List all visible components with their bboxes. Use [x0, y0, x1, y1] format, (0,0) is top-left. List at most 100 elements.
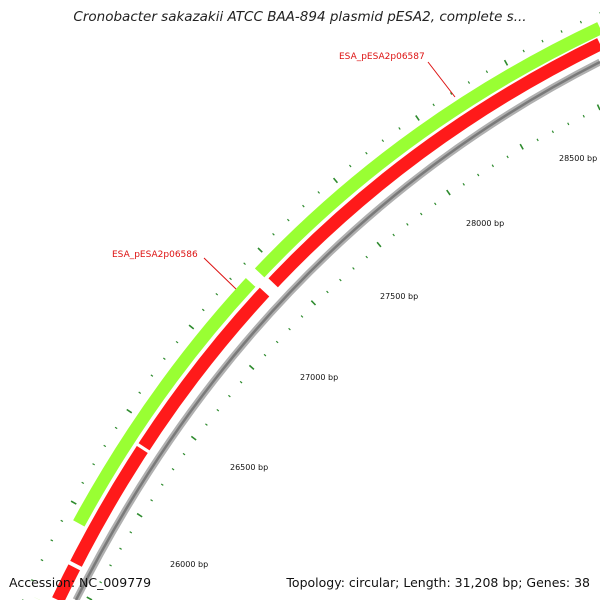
minor-tick — [171, 468, 175, 471]
outer-minor-tick — [467, 81, 471, 84]
minor-tick — [551, 130, 554, 134]
minor-tick — [352, 267, 355, 270]
outer-minor-tick — [522, 49, 525, 53]
backbone-inner — [74, 60, 600, 600]
minor-tick — [300, 315, 304, 318]
outer-minor-tick — [31, 579, 34, 582]
minor-tick — [119, 547, 122, 550]
minor-tick — [160, 483, 164, 486]
gene-label-leader-06587 — [427, 61, 456, 98]
map-title: Cronobacter sakazakii ATCC BAA-894 plasm… — [73, 9, 527, 25]
major-tick — [190, 435, 197, 441]
outer-minor-tick — [286, 218, 290, 222]
outer-minor-tick — [398, 127, 401, 130]
minor-tick — [109, 564, 112, 567]
outer-minor-tick — [114, 426, 118, 430]
accession-text: Accession: NC_009779 — [9, 575, 152, 590]
gene-label-leader-06586 — [203, 257, 237, 290]
topology-summary: Topology: circular; Length: 31,208 bp; G… — [286, 575, 590, 590]
forward-gene-block[interactable] — [34, 22, 600, 600]
outer-minor-tick — [229, 277, 232, 281]
outer-minor-tick — [432, 103, 435, 107]
reverse-gene-gap-2 — [51, 37, 600, 600]
minor-tick — [326, 290, 329, 294]
outer-major-tick — [70, 500, 77, 505]
minor-tick — [536, 138, 539, 142]
outer-minor-tick — [81, 481, 85, 484]
outer-minor-tick — [50, 539, 54, 542]
minor-tick — [477, 173, 480, 177]
tick-label-26500: 26500 bp — [230, 463, 268, 472]
tick-label-28500: 28500 bp — [559, 154, 597, 163]
outer-minor-tick — [381, 139, 385, 143]
outer-minor-tick — [201, 308, 205, 312]
outer-major-tick — [332, 177, 339, 184]
minor-tick — [462, 182, 465, 186]
minor-tick — [434, 202, 437, 206]
minor-tick — [216, 408, 220, 412]
outer-minor-tick — [92, 463, 95, 466]
outer-minor-tick — [138, 391, 142, 394]
minor-tick — [406, 223, 409, 226]
minor-tick — [228, 394, 231, 398]
minor-tick — [567, 122, 570, 126]
major-tick — [136, 512, 143, 518]
minor-tick — [365, 255, 368, 259]
minor-tick — [582, 114, 585, 118]
gene-label-06587[interactable]: ESA_pESA2p06587 — [339, 52, 425, 62]
backbone-outer — [72, 58, 600, 600]
minor-tick — [263, 353, 267, 357]
minor-tick — [506, 155, 509, 159]
minor-tick — [420, 212, 423, 216]
minor-tick — [205, 423, 208, 426]
outer-minor-tick — [40, 559, 44, 562]
outer-minor-tick — [541, 39, 544, 43]
outer-major-tick — [503, 59, 509, 66]
outer-minor-tick — [103, 444, 107, 448]
reverse-gene-gap-3 — [51, 37, 600, 600]
outer-minor-tick — [349, 164, 352, 168]
outer-minor-tick — [215, 292, 219, 296]
outer-minor-tick — [485, 70, 489, 74]
outer-minor-tick — [302, 204, 305, 208]
outer-minor-tick — [243, 262, 246, 265]
outer-major-tick — [188, 324, 195, 330]
major-tick — [446, 189, 451, 196]
outer-minor-tick — [560, 30, 563, 33]
reverse-gene-block-1[interactable] — [52, 38, 600, 600]
outer-minor-tick — [150, 374, 154, 377]
minor-tick — [150, 499, 153, 502]
minor-tick — [491, 164, 494, 168]
outer-major-tick — [257, 247, 263, 253]
outer-minor-tick — [60, 519, 64, 523]
outer-minor-tick — [365, 151, 368, 155]
outer-minor-tick — [175, 340, 179, 344]
reverse-gene-gap-1 — [51, 37, 600, 600]
tick-label-27500: 27500 bp — [380, 292, 418, 301]
outer-minor-tick — [162, 357, 166, 360]
outer-minor-tick — [317, 191, 321, 194]
minor-tick — [288, 327, 291, 331]
outer-minor-tick — [449, 92, 453, 95]
minor-tick — [339, 278, 342, 282]
outer-major-tick — [415, 115, 420, 121]
minor-tick — [392, 233, 395, 237]
tick-label-27000: 27000 bp — [300, 373, 338, 382]
gene-label-06586[interactable]: ESA_pESA2p06586 — [112, 250, 198, 260]
minor-tick — [275, 340, 279, 344]
outer-major-tick — [126, 408, 133, 414]
major-tick — [519, 143, 524, 150]
minor-tick — [182, 452, 186, 456]
tick-label-26000: 26000 bp — [170, 560, 208, 569]
tick-marks — [22, 12, 600, 600]
minor-tick — [239, 380, 243, 384]
major-tick — [248, 364, 255, 370]
tick-label-28000: 28000 bp — [466, 219, 504, 228]
minor-tick — [99, 581, 103, 584]
outer-minor-tick — [272, 233, 275, 236]
outer-minor-tick — [579, 20, 582, 24]
major-tick — [310, 300, 317, 306]
major-tick — [376, 241, 382, 248]
minor-tick — [129, 531, 133, 534]
